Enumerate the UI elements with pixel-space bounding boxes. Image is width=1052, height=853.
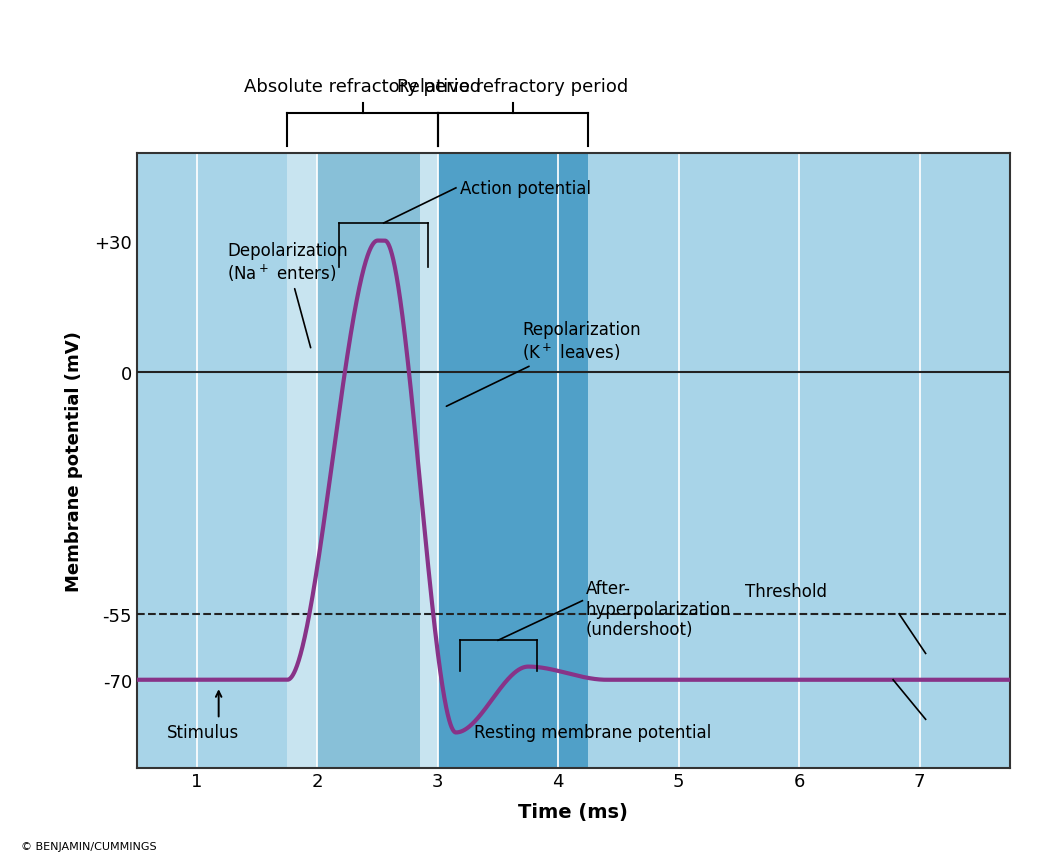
Text: Repolarization
(K$^+$ leaves): Repolarization (K$^+$ leaves) (446, 320, 641, 407)
Bar (420, 154, 438, 768)
Text: After-
hyperpolarization
(undershoot): After- hyperpolarization (undershoot) (586, 579, 731, 639)
Text: Depolarization
(Na$^+$ enters): Depolarization (Na$^+$ enters) (227, 241, 348, 348)
Text: © BENJAMIN/CUMMINGS: © BENJAMIN/CUMMINGS (21, 841, 157, 850)
Text: Stimulus: Stimulus (167, 723, 239, 741)
Text: Action potential: Action potential (460, 180, 590, 198)
Y-axis label: Membrane potential (mV): Membrane potential (mV) (65, 330, 83, 591)
Text: Threshold: Threshold (745, 583, 827, 601)
Text: Resting membrane potential: Resting membrane potential (474, 723, 711, 741)
Bar (287, 154, 438, 768)
Bar (287, 154, 318, 768)
X-axis label: Time (ms): Time (ms) (519, 802, 628, 821)
Bar (438, 154, 588, 768)
Text: Relative refractory period: Relative refractory period (398, 78, 629, 96)
Text: Absolute refractory period: Absolute refractory period (244, 78, 481, 96)
